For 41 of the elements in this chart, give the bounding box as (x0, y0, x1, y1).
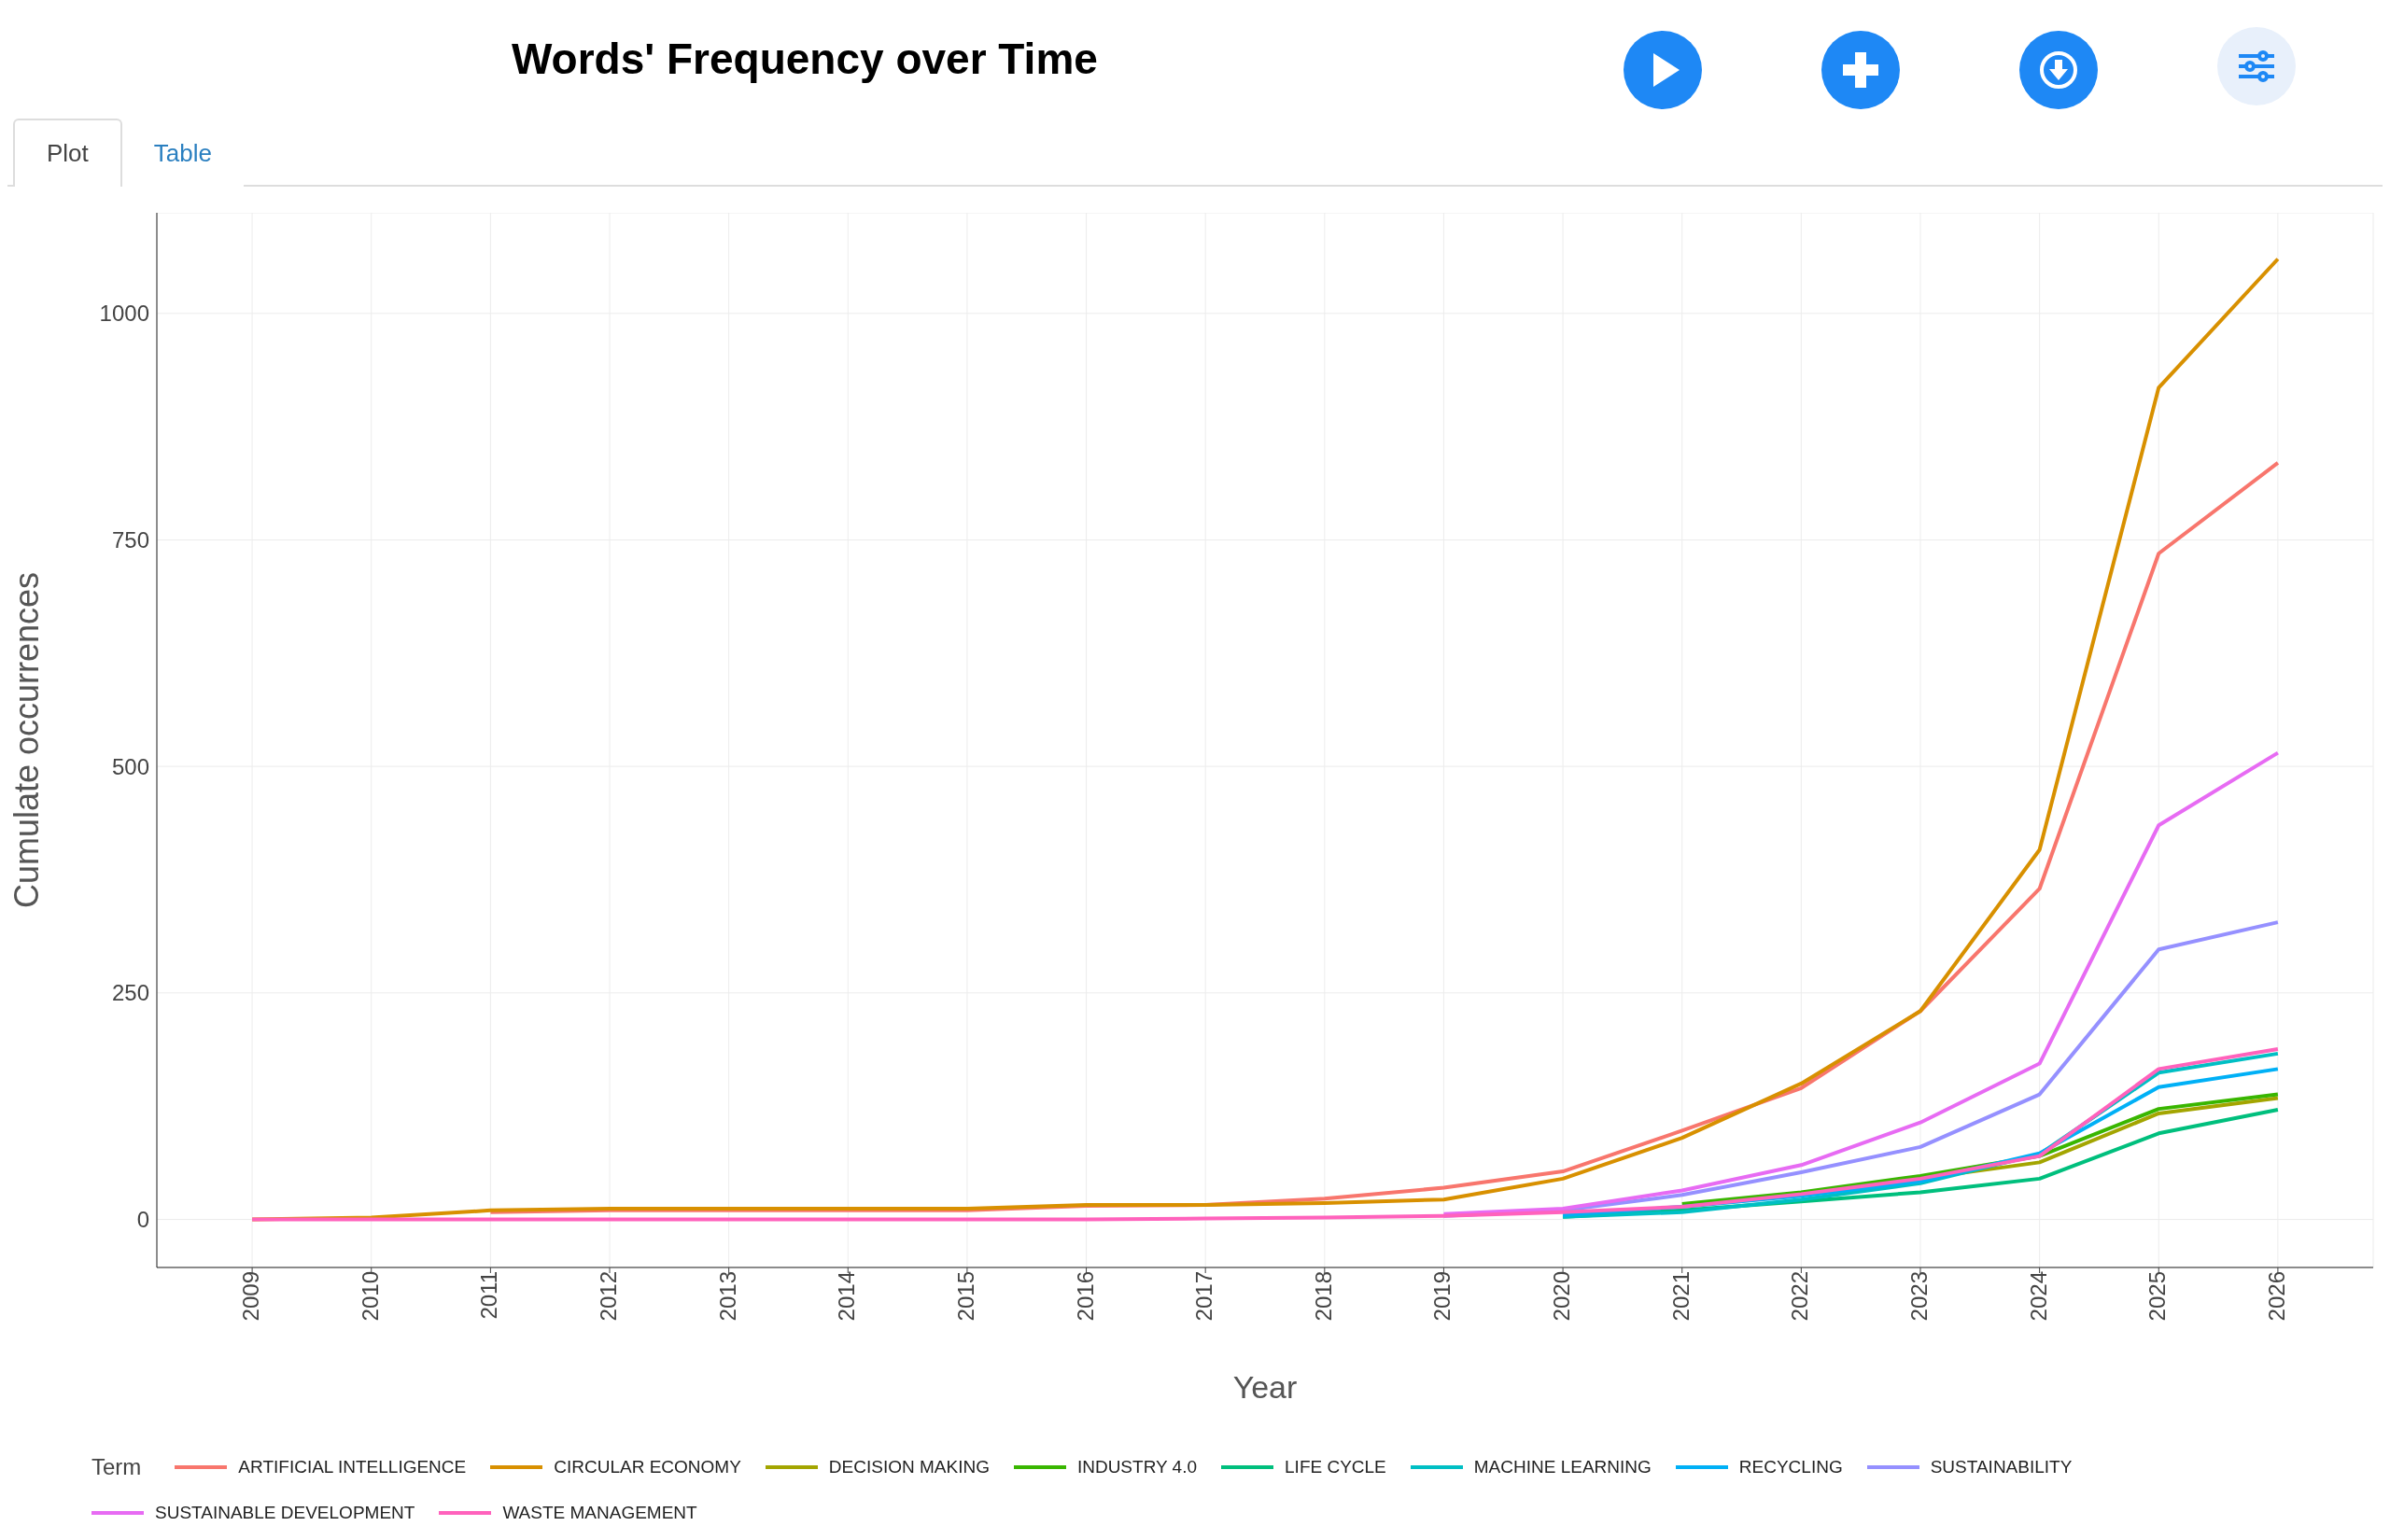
y-tick-label: 250 (111, 980, 149, 1006)
legend-label: LIFE CYCLE (1285, 1457, 1386, 1477)
y-tick-label: 0 (136, 1207, 149, 1233)
line-series (250, 1047, 2280, 1222)
x-tick-label: 2019 (1429, 1271, 1455, 1322)
x-tick-label: 2011 (476, 1271, 502, 1320)
x-tick-label: 2020 (1549, 1271, 1575, 1322)
x-tick-label: 2013 (714, 1271, 740, 1322)
y-tick-label: 500 (111, 753, 149, 779)
x-tick-label: 2014 (834, 1271, 860, 1322)
y-axis-title: Cumulate occurrences (7, 571, 46, 909)
x-tick-label: 2026 (2263, 1271, 2289, 1322)
legend-label: SUSTAINABLE DEVELOPMENT (155, 1503, 415, 1523)
legend-label: CIRCULAR ECONOMY (554, 1457, 741, 1477)
x-tick-label: 2023 (1906, 1271, 1933, 1322)
legend-label: ARTIFICIAL INTELLIGENCE (238, 1457, 467, 1477)
x-tick-label: 2024 (2025, 1271, 2051, 1322)
x-tick-label: 2018 (1310, 1271, 1336, 1322)
x-axis-title: Year (1232, 1369, 1298, 1405)
x-tick-label: 2022 (1787, 1271, 1813, 1322)
legend-label: SUSTAINABILITY (1930, 1457, 2073, 1477)
x-tick-label: 2021 (1667, 1271, 1694, 1322)
x-tick-label: 2025 (2144, 1271, 2171, 1322)
line-series (1441, 750, 2280, 1216)
text: Table (121, 120, 244, 187)
x-tick-label: 2017 (1191, 1271, 1217, 1322)
x-tick-label: 2015 (952, 1271, 978, 1322)
chart-title: Words' Frequency over Time (512, 34, 1098, 84)
x-tick-label: 2012 (596, 1271, 622, 1322)
x-tick-label: 2009 (238, 1271, 264, 1322)
x-tick-label: 2016 (1072, 1271, 1098, 1322)
legend-label: WASTE MANAGEMENT (502, 1503, 697, 1523)
legend-label: DECISION MAKING (828, 1457, 990, 1477)
x-tick-label: 2010 (357, 1271, 383, 1322)
legend-label: INDUSTRY 4.0 (1076, 1457, 1198, 1477)
y-tick-label: 1000 (99, 301, 149, 327)
legend-title: Term (91, 1454, 142, 1480)
text: Plot (13, 119, 122, 187)
y-tick-label: 750 (111, 526, 149, 553)
legend-label: RECYCLING (1738, 1457, 1843, 1477)
legend-label: MACHINE LEARNING (1473, 1457, 1652, 1477)
